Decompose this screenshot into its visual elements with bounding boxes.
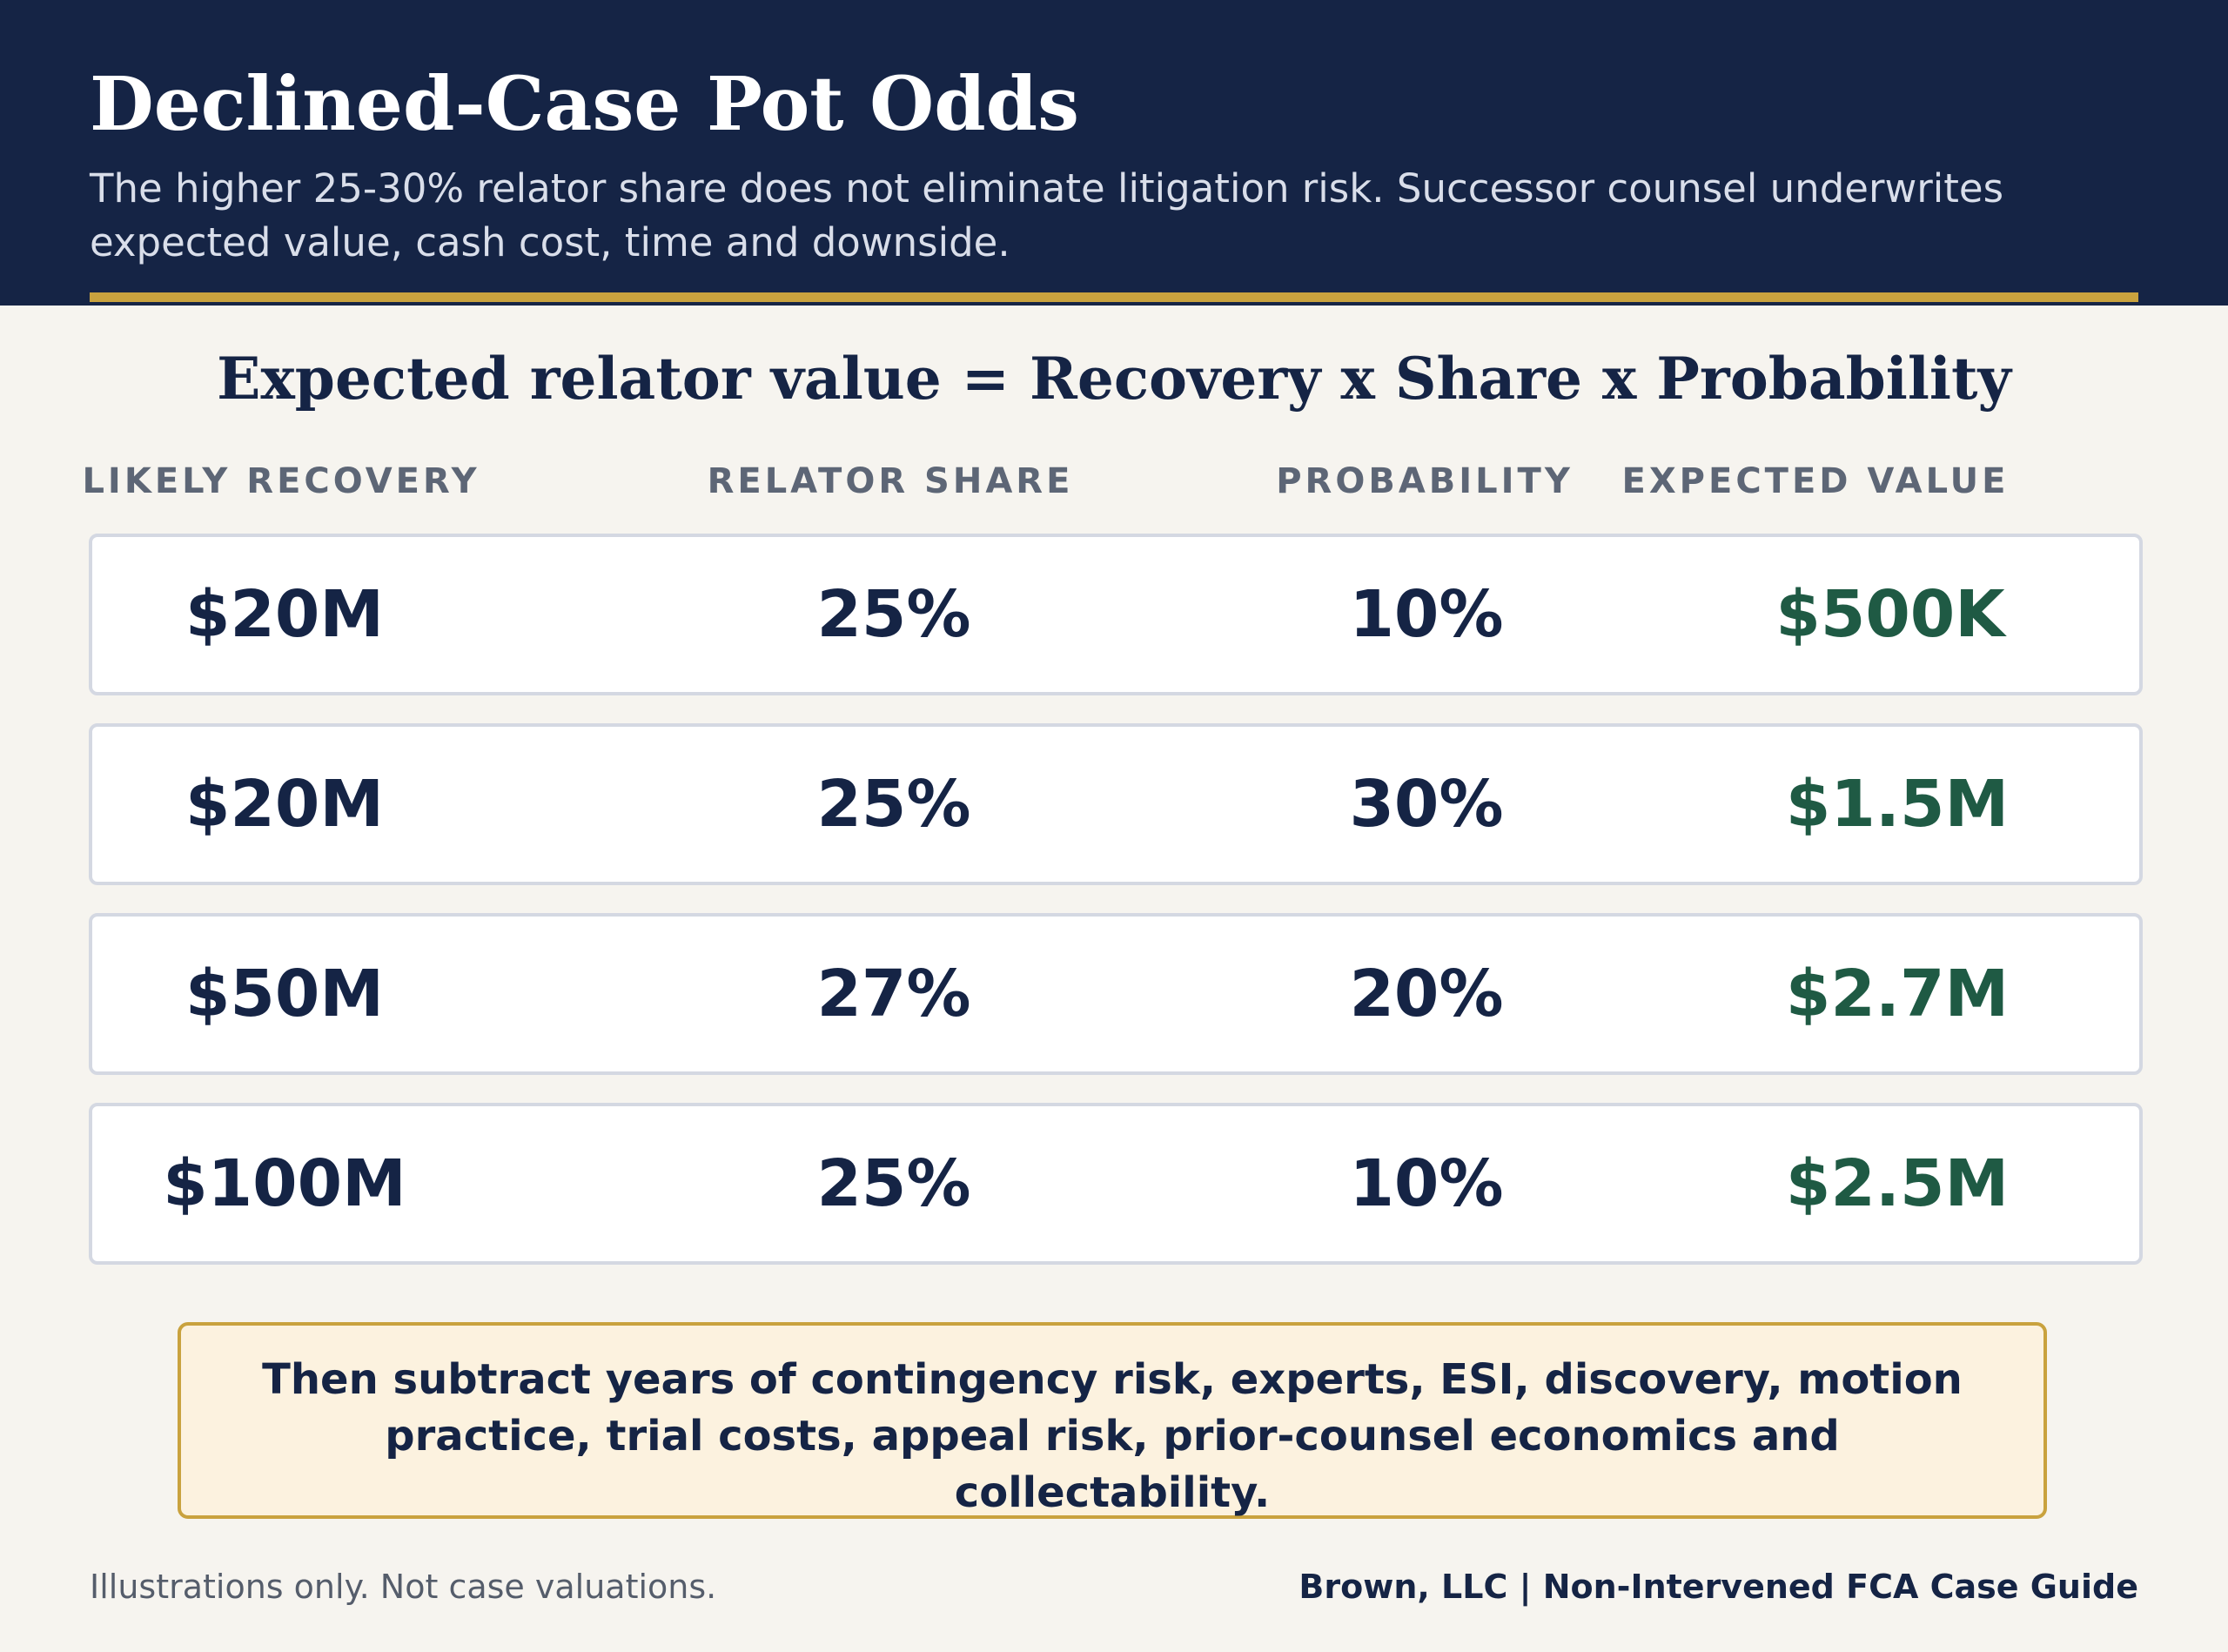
share-value: 25% [816, 577, 971, 652]
table-row: $20M 25% 10% $500K [89, 534, 2143, 695]
footer-brand: Brown, LLC | Non-Intervened FCA Case Gui… [1299, 1568, 2138, 1606]
probability-value: 10% [1349, 1146, 1504, 1221]
table-row: $50M 27% 20% $2.7M [89, 913, 2143, 1075]
probability-value: 20% [1349, 957, 1504, 1031]
column-header-expected-value: EXPECTED VALUE [1621, 461, 2010, 501]
recovery-value: $100M [163, 1146, 406, 1221]
page-subtitle: The higher 25-30% relator share does not… [90, 165, 2004, 265]
probability-value: 30% [1349, 767, 1504, 842]
page-title: Declined-Case Pot Odds [90, 61, 1079, 148]
recovery-value: $20M [185, 767, 385, 842]
recovery-value: $50M [185, 957, 385, 1031]
share-value: 25% [816, 1146, 971, 1221]
cost-callout: Then subtract years of contingency risk,… [178, 1322, 2047, 1519]
formula-heading: Expected relator value = Recovery x Shar… [217, 345, 2011, 413]
column-header-share: RELATOR SHARE [707, 461, 1074, 501]
expected-value: $1.5M [1785, 767, 2010, 842]
expected-value: $2.5M [1785, 1146, 2010, 1221]
expected-value: $2.7M [1785, 957, 2010, 1031]
gold-divider [90, 292, 2138, 302]
share-value: 25% [816, 767, 971, 842]
table-row: $100M 25% 10% $2.5M [89, 1103, 2143, 1265]
column-header-probability: PROBABILITY [1276, 461, 1574, 501]
header-banner: Declined-Case Pot Odds The higher 25-30%… [0, 0, 2228, 306]
column-header-recovery: LIKELY RECOVERY [82, 461, 480, 501]
probability-value: 10% [1349, 577, 1504, 652]
footer-disclaimer: Illustrations only. Not case valuations. [90, 1568, 717, 1606]
expected-value: $500K [1775, 577, 2005, 652]
recovery-value: $20M [185, 577, 385, 652]
table-row: $20M 25% 30% $1.5M [89, 723, 2143, 885]
share-value: 27% [816, 957, 971, 1031]
